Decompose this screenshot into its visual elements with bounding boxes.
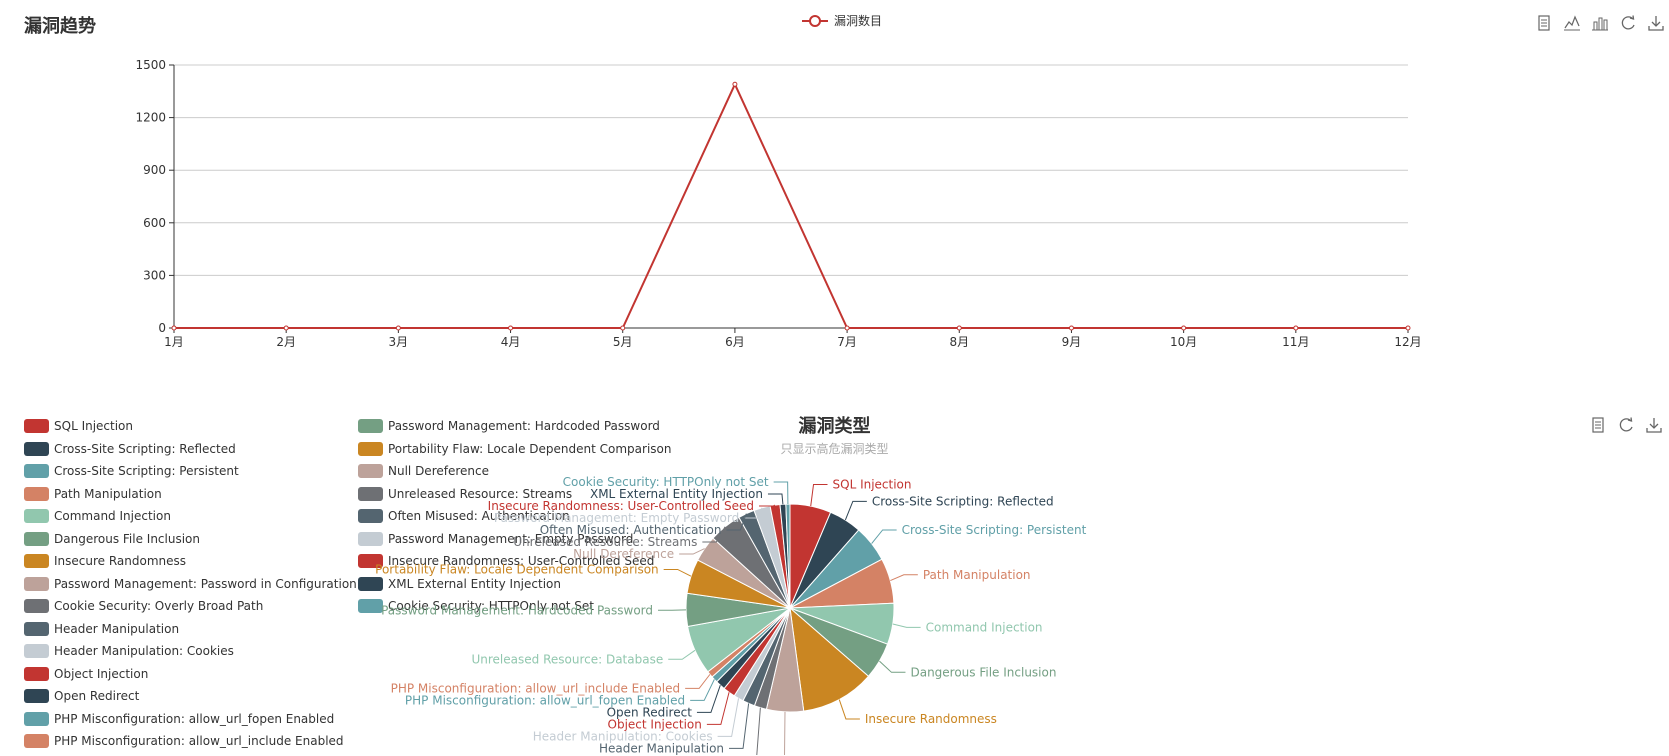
x-tick-label: 10月 [1170, 335, 1197, 349]
label-leader-line [768, 494, 783, 504]
label-leader-line [770, 712, 785, 755]
type-chart-panel: SQL Injection Cross-Site Scripting: Refle… [0, 400, 1669, 755]
x-tick-label: 3月 [389, 335, 409, 349]
label-leader-line [685, 674, 710, 688]
y-tick-label: 0 [158, 321, 166, 335]
pie-slice-label: Command Injection [926, 620, 1043, 634]
pie-slice-label: Path Manipulation [923, 568, 1031, 582]
data-point[interactable] [733, 82, 737, 86]
data-point[interactable] [957, 326, 961, 330]
label-leader-line [890, 575, 918, 581]
data-point[interactable] [621, 326, 625, 330]
label-leader-line [697, 685, 720, 712]
data-point[interactable] [1294, 326, 1298, 330]
data-point[interactable] [1069, 326, 1073, 330]
pie-slice-label: Cross-Site Scripting: Persistent [902, 523, 1087, 537]
x-tick-label: 12月 [1394, 335, 1421, 349]
pie-slice-label: Cross-Site Scripting: Reflected [872, 494, 1054, 508]
x-tick-label: 9月 [1062, 335, 1082, 349]
trend-line-chart: 0 300 600 900 1200 1500 1月 2月 3月 4月 5月 6月 7月 8月 9月 10月 1… [0, 0, 1669, 400]
x-tick-label: 8月 [949, 335, 969, 349]
x-tick-label: 6月 [725, 335, 745, 349]
label-leader-line [690, 679, 714, 700]
pie-slice-label: Portability Flaw: Locale Dependent Compa… [375, 562, 659, 576]
pie-slice-label: Null Dereference [573, 547, 674, 561]
x-tick-label: 5月 [613, 335, 633, 349]
label-leader-line [839, 700, 860, 719]
data-point[interactable] [172, 326, 176, 330]
label-leader-line [879, 661, 905, 672]
label-leader-line [729, 703, 749, 748]
y-tick-label: 1500 [135, 58, 166, 72]
data-point[interactable] [1406, 326, 1410, 330]
x-tick-label: 2月 [276, 335, 296, 349]
pie-slice-label: Dangerous File Inclusion [910, 665, 1056, 679]
pie-slice-label: Unreleased Resource: Database [471, 652, 663, 666]
label-leader-line [845, 501, 866, 520]
x-tick-label: 1月 [164, 335, 184, 349]
x-tick-label: 4月 [501, 335, 521, 349]
y-tick-label: 900 [143, 163, 166, 177]
label-leader-line [893, 624, 921, 627]
pie-slice-label: Insecure Randomness [865, 712, 997, 726]
series-line [174, 84, 1408, 328]
label-leader-line [679, 549, 704, 554]
label-leader-line [718, 698, 739, 736]
label-leader-line [668, 650, 695, 659]
label-leader-line [811, 485, 828, 507]
data-point[interactable] [845, 326, 849, 330]
label-leader-line [872, 530, 897, 544]
y-tick-label: 600 [143, 216, 166, 230]
pie-slice-label: Password Management: Hardcoded Password [381, 603, 653, 617]
label-leader-line [707, 692, 729, 724]
pie-slice-label: SQL Injection [833, 478, 912, 492]
label-leader-line [774, 482, 788, 504]
y-tick-label: 1200 [135, 111, 166, 125]
y-tick-label: 300 [143, 268, 166, 282]
data-point[interactable] [396, 326, 400, 330]
data-point[interactable] [1182, 326, 1186, 330]
x-tick-label: 7月 [837, 335, 857, 349]
type-pie-chart: SQL Injection Cross-Site Scripting: Refle… [0, 400, 1669, 755]
data-point[interactable] [284, 326, 288, 330]
data-point[interactable] [509, 326, 513, 330]
x-tick-label: 11月 [1282, 335, 1309, 349]
label-leader-line [664, 569, 691, 576]
